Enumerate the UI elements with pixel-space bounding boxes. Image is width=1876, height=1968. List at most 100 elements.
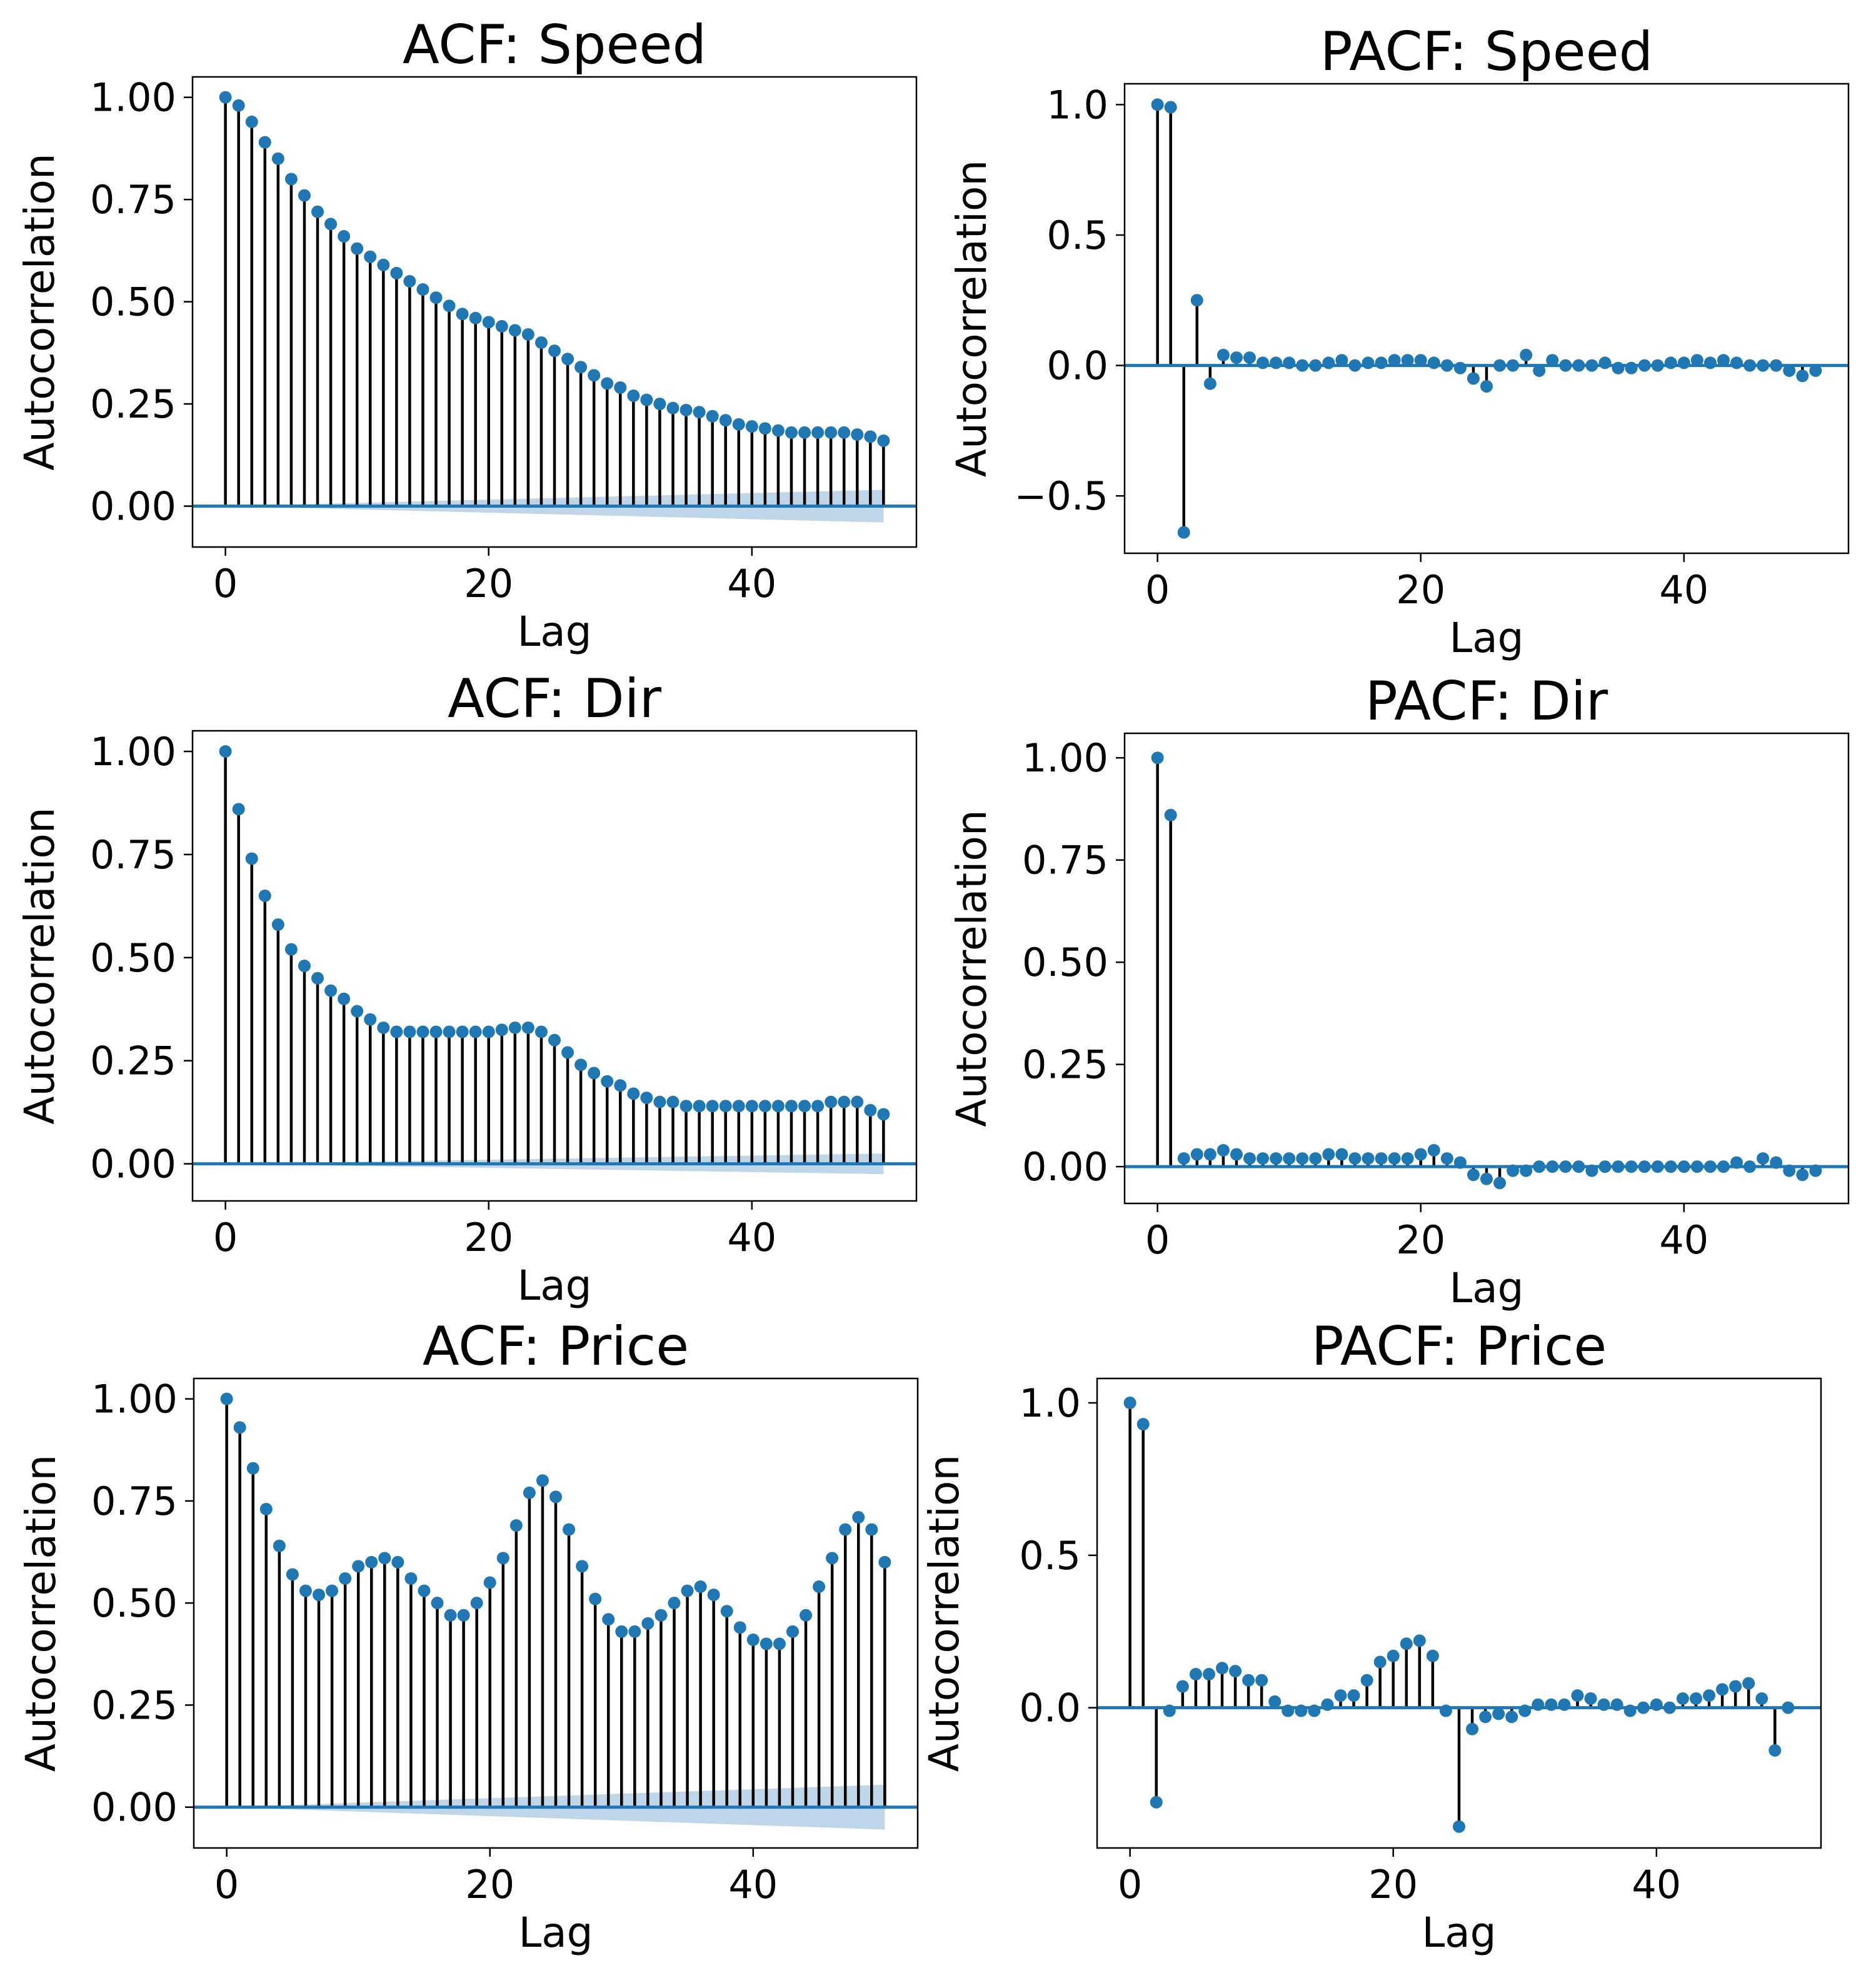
pacf-speed-point-5 [1216, 348, 1230, 361]
pacf-speed-point-6 [1230, 351, 1243, 364]
acf-dir-plot-area [193, 745, 916, 1175]
pacf-price-point-8 [1229, 1665, 1242, 1678]
acf-dir-point-39 [732, 1100, 745, 1113]
acf-speed-point-19 [469, 311, 482, 324]
acf-dir-point-20 [482, 1025, 495, 1038]
pacf-price-point-4 [1176, 1680, 1189, 1693]
acf-speed-point-42 [771, 424, 785, 437]
acf-speed-point-40 [745, 420, 758, 433]
pacf-speed-point-20 [1414, 354, 1427, 367]
pacf-dir-xtick-label: 20 [1396, 1217, 1445, 1263]
pacf-price-point-27 [1479, 1710, 1492, 1724]
acf-dir-ytick-label: 0.75 [90, 832, 176, 878]
pacf-dir-xlabel: Lag [1449, 1264, 1523, 1312]
pacf-price-point-49 [1768, 1744, 1782, 1757]
pacf-speed-point-25 [1480, 379, 1493, 393]
pacf-speed-point-48 [1783, 364, 1796, 377]
pacf-speed-xtick-label: 40 [1659, 567, 1708, 613]
pacf-price-point-29 [1505, 1710, 1518, 1724]
pacf-price-point-25 [1453, 1820, 1465, 1833]
pacf-dir-point-7 [1243, 1152, 1257, 1165]
acf-dir-point-16 [429, 1025, 443, 1038]
acf-dir-point-36 [693, 1100, 706, 1113]
acf-speed-point-48 [851, 428, 864, 441]
pacf-speed-xtick-label: 0 [1145, 567, 1170, 613]
pacf-dir-point-16 [1362, 1152, 1375, 1165]
acf-speed-point-32 [640, 393, 653, 406]
pacf-speed-point-11 [1296, 359, 1309, 372]
acf-speed-point-31 [627, 389, 640, 403]
pacf-speed-point-31 [1559, 359, 1572, 372]
pacf-dir-point-35 [1612, 1160, 1625, 1173]
pacf-speed-point-4 [1203, 377, 1216, 390]
acf-dir-title: ACF: Dir [448, 668, 662, 730]
pacf-dir-point-6 [1230, 1148, 1243, 1161]
acf-dir-point-7 [311, 971, 324, 985]
pacf-speed-ytick-label: 1.0 [1046, 82, 1108, 128]
acf-price-ytick-label: 1.00 [91, 1377, 178, 1422]
acf-price-point-1 [233, 1421, 246, 1434]
acf-price-xtick-label: 20 [465, 1862, 514, 1907]
pacf-price-ytick-label: 1.0 [1019, 1380, 1081, 1426]
acf-dir-point-40 [745, 1100, 758, 1113]
acf-speed-point-33 [653, 398, 666, 411]
pacf-dir-point-17 [1375, 1152, 1388, 1165]
pacf-dir-panel: 0 20 40 0.00 0.25 0.50 0.75 1.00 PACF: Dir Lag Aut… [948, 670, 1850, 1312]
pacf-price-point-45 [1716, 1683, 1729, 1696]
pacf-speed-point-39 [1664, 356, 1677, 369]
pacf-dir-point-46 [1757, 1152, 1770, 1165]
pacf-dir-point-8 [1257, 1152, 1270, 1165]
acf-speed-point-10 [351, 242, 364, 255]
acf-price-point-50 [878, 1555, 891, 1569]
pacf-price-point-37 [1610, 1698, 1623, 1711]
pacf-dir-point-34 [1598, 1160, 1612, 1173]
acf-dir-point-10 [351, 1005, 364, 1018]
acf-price-xtick-label: 40 [728, 1862, 778, 1907]
pacf-price-point-42 [1676, 1692, 1689, 1705]
pacf-speed-point-9 [1270, 356, 1283, 369]
acf-speed-point-39 [732, 418, 745, 431]
pacf-dir-point-5 [1216, 1143, 1230, 1157]
acf-dir-point-27 [574, 1058, 588, 1072]
pacf-price-point-43 [1689, 1692, 1702, 1705]
pacf-dir-point-27 [1507, 1164, 1520, 1177]
acf-price-point-6 [299, 1584, 312, 1597]
pacf-speed-point-47 [1770, 359, 1783, 372]
pacf-price-xlabel: Lag [1422, 1909, 1496, 1957]
pacf-dir-ytick-label: 0.25 [1022, 1042, 1108, 1088]
acf-dir-xlabel: Lag [517, 1262, 591, 1310]
acf-price-point-3 [259, 1502, 273, 1515]
pacf-speed-point-23 [1453, 361, 1467, 374]
acf-dir-point-23 [521, 1021, 534, 1034]
acf-price-point-48 [852, 1511, 865, 1524]
pacf-dir-ytick-label: 0.50 [1022, 940, 1108, 985]
pacf-dir-ytick-label: 0.00 [1022, 1144, 1108, 1190]
acf-dir-ytick-label: 0.50 [90, 935, 176, 981]
pacf-dir-point-11 [1296, 1152, 1309, 1165]
acf-price-point-34 [668, 1597, 681, 1610]
pacf-dir-point-13 [1322, 1148, 1335, 1161]
pacf-dir-point-49 [1796, 1168, 1809, 1182]
pacf-speed-point-13 [1322, 356, 1335, 369]
acf-speed-point-28 [588, 369, 601, 382]
pacf-speed-point-17 [1375, 356, 1388, 369]
acf-speed-point-43 [785, 426, 798, 439]
acf-dir-ytick-label: 1.00 [90, 729, 176, 775]
acf-price-point-49 [865, 1523, 878, 1536]
pacf-price-point-5 [1189, 1668, 1202, 1681]
acf-speed-point-41 [758, 422, 771, 435]
pacf-dir-point-2 [1177, 1152, 1190, 1165]
pacf-dir-plot-area [1125, 751, 1848, 1190]
pacf-speed-xlabel: Lag [1449, 614, 1523, 662]
pacf-dir-axes-frame [1123, 732, 1850, 1205]
pacf-price-point-15 [1321, 1698, 1334, 1711]
acf-price-xlabel: Lag [518, 1909, 593, 1957]
acf-dir-point-0 [219, 745, 232, 758]
pacf-dir-point-1 [1164, 808, 1177, 821]
acf-price-point-43 [786, 1625, 799, 1638]
acf-price-plot-area [194, 1392, 918, 1830]
acf-price-point-5 [286, 1568, 299, 1581]
acf-price-point-36 [694, 1580, 707, 1594]
pacf-dir-point-41 [1690, 1160, 1703, 1173]
